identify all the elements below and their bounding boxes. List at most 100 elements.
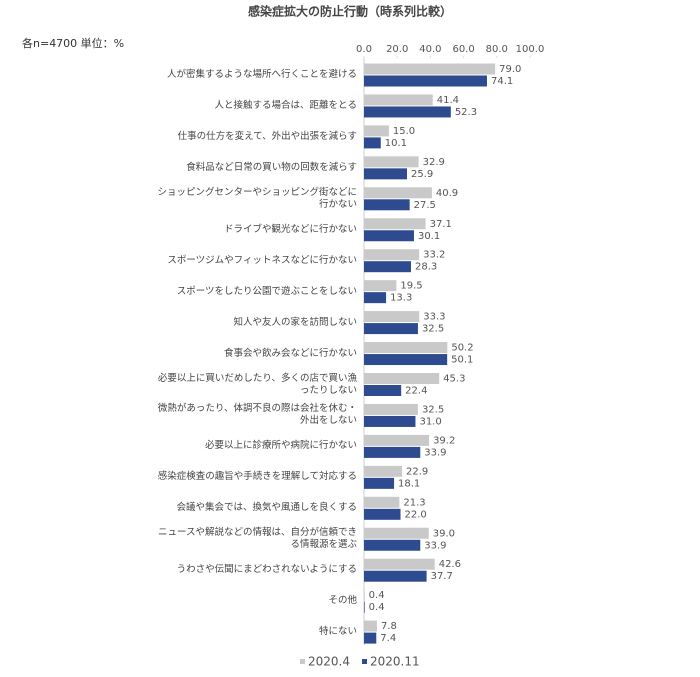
value-label: 0.4 <box>369 602 385 613</box>
category-label: スポーツジムやフィットネスなどに行かない <box>167 254 357 266</box>
value-label: 21.3 <box>403 497 425 508</box>
bar <box>364 632 377 644</box>
legend-label: 2020.4 <box>308 655 350 669</box>
category-label: スポーツをしたり公園で遊ぶことをしない <box>176 285 357 297</box>
bar <box>364 415 416 427</box>
x-tick-label: 100.0 <box>516 44 545 55</box>
value-label: 31.0 <box>419 416 441 427</box>
value-label: 33.3 <box>423 312 445 323</box>
bar <box>364 403 418 415</box>
value-label: 22.0 <box>405 509 427 520</box>
bar <box>364 354 448 366</box>
x-tick-label: 0.0 <box>356 44 372 55</box>
bar <box>364 527 429 539</box>
value-label: 41.4 <box>437 95 459 106</box>
bar <box>364 496 400 508</box>
value-label: 33.9 <box>424 540 446 551</box>
value-label: 52.3 <box>455 107 477 118</box>
x-tick-label: 40.0 <box>419 44 441 55</box>
value-label: 10.1 <box>385 138 407 149</box>
value-label: 45.3 <box>443 374 465 385</box>
category-label: 人と接触する場合は、距離をとる <box>214 99 357 111</box>
value-label: 19.5 <box>400 281 422 292</box>
value-label: 0.4 <box>369 590 385 601</box>
bar <box>364 434 430 446</box>
category-label: ニュースや解説などの情報は、自分が信頼できる情報源を選ぶ <box>157 527 357 551</box>
bar <box>364 280 397 292</box>
value-label: 37.1 <box>430 219 452 230</box>
bar <box>364 292 387 304</box>
value-label: 13.3 <box>390 293 412 304</box>
bar <box>364 311 420 323</box>
bar <box>364 373 440 384</box>
value-label: 22.9 <box>406 466 428 477</box>
value-label: 30.1 <box>418 231 440 242</box>
value-label: 39.0 <box>433 528 455 539</box>
bar <box>364 508 401 520</box>
bar <box>364 323 418 335</box>
value-label: 32.5 <box>422 404 444 415</box>
bar <box>364 558 435 570</box>
value-label: 33.9 <box>424 447 446 458</box>
bar <box>364 570 427 582</box>
bar <box>364 342 448 354</box>
category-label: 微熱があったり、体調不良の際は会社を休む・外出をしない <box>157 403 357 427</box>
bar <box>364 230 414 242</box>
bar <box>364 620 377 632</box>
bar <box>364 465 403 477</box>
value-label: 32.9 <box>423 157 445 168</box>
value-label: 22.4 <box>405 386 427 397</box>
category-label: ショッピングセンターやショッピング街などに行かない <box>157 186 357 210</box>
value-label: 39.2 <box>433 435 455 446</box>
bar <box>364 446 421 458</box>
bar <box>364 589 365 601</box>
bar <box>364 75 488 87</box>
value-label: 40.9 <box>436 188 458 199</box>
category-label: 感染症検査の趣旨や手続きを理解して対応する <box>157 471 357 483</box>
category-label: 会議や集会では、換気や風通しを良くする <box>176 502 357 514</box>
category-label: 人が密集するような場所へ行くことを避ける <box>166 69 357 80</box>
legend-swatch <box>300 659 305 664</box>
value-label: 50.2 <box>451 343 473 354</box>
value-label: 7.8 <box>381 621 397 632</box>
bar <box>364 63 496 75</box>
value-label: 7.4 <box>380 633 396 644</box>
category-label: うわさや伝聞にまどわされないようにする <box>176 564 357 576</box>
bar <box>364 168 407 180</box>
x-tick-label: 80.0 <box>486 44 508 55</box>
value-label: 42.6 <box>439 559 461 570</box>
category-label: 必要以上に買いだめしたり、多くの店で買い漁ったりしない <box>157 372 357 396</box>
value-label: 25.9 <box>411 169 433 180</box>
bar <box>364 125 389 137</box>
value-label: 37.7 <box>431 571 453 582</box>
chart-note: 各n=4700 単位：% <box>22 36 124 50</box>
category-label: 知人や友人の家を訪問しない <box>233 316 357 328</box>
value-label: 74.1 <box>491 76 513 87</box>
x-tick-label: 60.0 <box>452 44 474 55</box>
bar <box>364 385 402 396</box>
category-label: 食事会や飲み会などに行かない <box>223 347 357 359</box>
bar <box>364 187 432 199</box>
bar <box>364 261 411 273</box>
category-label: ドライブや観光などに行かない <box>223 223 357 235</box>
value-label: 18.1 <box>398 478 420 489</box>
category-label: 特にない <box>318 626 357 638</box>
bar <box>364 106 451 118</box>
legend-label: 2020.11 <box>370 655 420 669</box>
bar <box>364 477 395 489</box>
value-label: 50.1 <box>451 355 473 366</box>
bar <box>364 137 381 149</box>
bar <box>364 94 433 106</box>
category-label: 仕事の仕方を変えて、外出や出張を減らす <box>177 130 357 142</box>
bar <box>364 199 410 211</box>
bar <box>364 218 426 230</box>
category-label: その他 <box>328 595 357 607</box>
bar <box>364 539 421 551</box>
value-label: 27.5 <box>414 200 436 211</box>
x-tick-label: 20.0 <box>386 44 408 55</box>
value-label: 33.2 <box>423 250 445 261</box>
category-label: 食料品など日常の買い物の回数を減らす <box>186 161 357 173</box>
bar <box>364 156 419 168</box>
